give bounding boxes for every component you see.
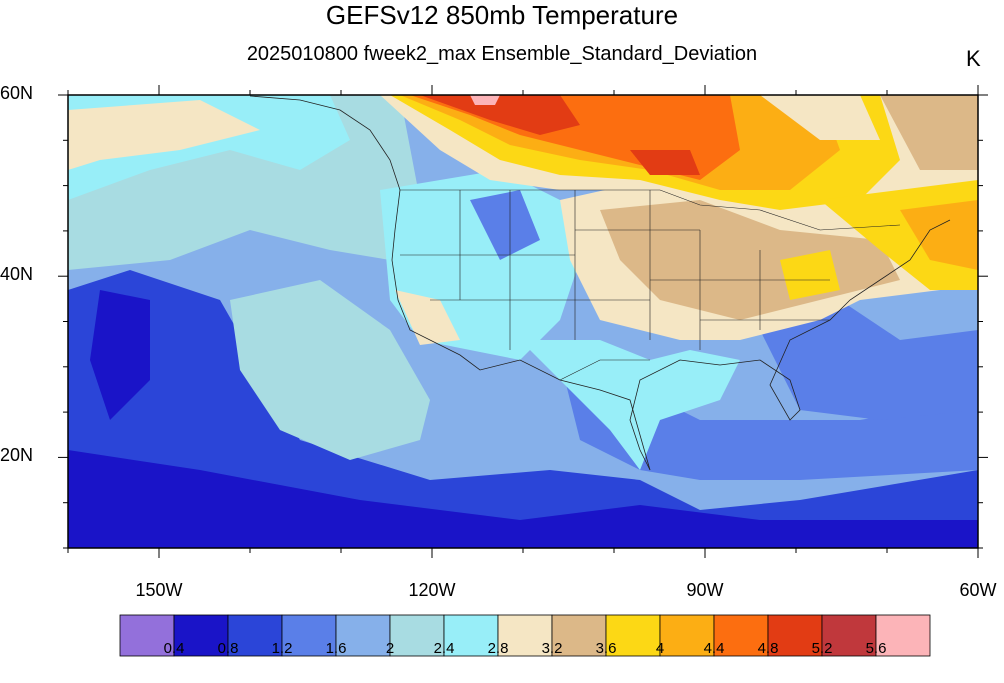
map-ticks bbox=[58, 85, 988, 558]
lat-label: 40N bbox=[0, 264, 34, 285]
temperature-spread-field bbox=[68, 95, 978, 548]
lon-label: 60W bbox=[959, 580, 997, 600]
colorbar-swatch bbox=[335, 614, 391, 657]
lat-label: 20N bbox=[0, 445, 34, 466]
colorbar-label: 0.8 bbox=[217, 640, 239, 657]
colorbar-swatch bbox=[713, 614, 769, 657]
political-borders bbox=[400, 189, 901, 381]
colorbar-swatch bbox=[281, 614, 337, 657]
colorbar-label: 1.2 bbox=[271, 640, 293, 657]
colorbar-label: 5.6 bbox=[865, 640, 887, 657]
colorbar-label: 4.8 bbox=[757, 640, 779, 657]
colorbar-label: 3.2 bbox=[541, 640, 563, 657]
colorbar-swatch bbox=[497, 614, 553, 657]
lon-label: 90W bbox=[686, 580, 724, 600]
colorbar-swatch bbox=[443, 614, 499, 657]
colorbar-swatch bbox=[173, 614, 229, 657]
colorbar-swatch bbox=[875, 614, 931, 657]
colorbar-swatch bbox=[551, 614, 607, 657]
units-label: K bbox=[966, 46, 981, 71]
colorbar-swatch bbox=[389, 614, 445, 657]
colorbar-label: 4 bbox=[655, 640, 665, 657]
colorbar-label: 0.4 bbox=[163, 640, 185, 657]
map-title: GEFSv12 850mb Temperature bbox=[325, 0, 679, 30]
colorbar-swatch bbox=[227, 614, 283, 657]
colorbar-label: 4.4 bbox=[703, 640, 725, 657]
colorbar-label: 5.2 bbox=[811, 640, 833, 657]
colorbar bbox=[119, 614, 931, 657]
colorbar-swatch bbox=[821, 614, 877, 657]
map-subtitle: 2025010800 fweek2_max Ensemble_Standard_… bbox=[246, 43, 758, 65]
colorbar-label: 2.4 bbox=[433, 640, 455, 657]
lon-label: 120W bbox=[408, 580, 456, 600]
coastline-lines bbox=[249, 95, 951, 471]
colorbar-label: 3.6 bbox=[595, 640, 617, 657]
lat-label: 60N bbox=[0, 83, 34, 103]
colorbar-label: 2.8 bbox=[487, 640, 509, 657]
colorbar-label: 2 bbox=[385, 640, 395, 657]
colorbar-label: 1.6 bbox=[325, 640, 347, 657]
lon-label: 150W bbox=[135, 580, 183, 600]
